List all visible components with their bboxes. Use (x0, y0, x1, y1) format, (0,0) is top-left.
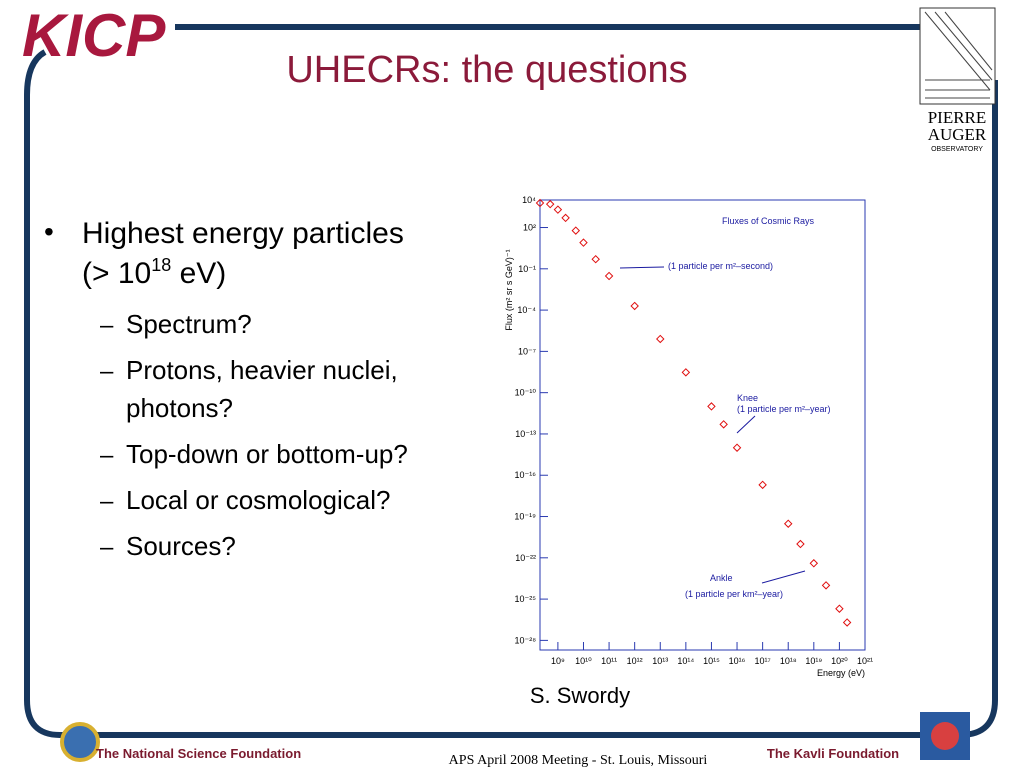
kicp-logo: KICP (22, 2, 166, 69)
superscript: 18 (151, 255, 171, 275)
plot-frame (539, 199, 866, 651)
x-tick-label: 10¹³ (652, 656, 668, 666)
x-tick-label: 10¹⁷ (754, 656, 770, 666)
bullet-text: Highest energy particles (82, 217, 404, 250)
x-tick-label: 10¹¹ (601, 656, 617, 666)
auger-box (919, 7, 996, 105)
data-point (783, 519, 793, 528)
y-axis-label: Flux (m² sr s GeV)⁻¹ (504, 249, 514, 330)
x-tick-label: 10²¹ (857, 656, 873, 666)
x-tick-label: 10⁹ (551, 656, 565, 666)
annotation: (1 particle per km²–year) (685, 589, 783, 599)
sub-marker: – (100, 358, 114, 385)
data-point (571, 226, 581, 235)
auger-logo: PIERRE AUGER OBSERVATORY (919, 7, 996, 153)
sub-text: photons? (126, 393, 233, 423)
data-point (732, 443, 742, 452)
annotation: (1 particle per m²–year) (737, 404, 831, 414)
data-point (796, 539, 805, 549)
sub-marker: – (100, 488, 114, 515)
x-tick-label: 10¹⁴ (677, 656, 694, 666)
footer-center: APS April 2008 Meeting - St. Louis, Miss… (449, 753, 708, 768)
auger-text: AUGER (928, 125, 987, 144)
data-point (842, 618, 852, 627)
y-tick-label: 10⁻²⁵ (515, 594, 537, 604)
y-tick-label: 10⁻¹ (518, 264, 536, 274)
chart-title: Fluxes of Cosmic Rays (722, 216, 815, 226)
y-tick-label: 10⁻⁴ (517, 305, 536, 315)
auger-text: PIERRE (928, 108, 987, 127)
y-tick-label: 10⁻¹⁶ (515, 470, 537, 480)
credit: S. Swordy (530, 683, 630, 708)
kavli-logo-mark (931, 722, 959, 750)
data-point (656, 334, 665, 344)
x-tick-label: 10¹⁹ (805, 656, 822, 666)
sub-marker: – (100, 312, 114, 339)
x-tick-label: 10²⁰ (831, 656, 848, 666)
data-point (535, 198, 545, 208)
sub-text: Sources? (126, 531, 236, 561)
data-point (707, 402, 716, 411)
sub-text: Spectrum? (126, 309, 252, 339)
auger-art (924, 11, 993, 99)
data-point (821, 581, 831, 590)
sub-text: Protons, heavier nuclei, (126, 355, 398, 385)
data-point (719, 420, 728, 429)
data-point (591, 254, 600, 264)
sub-marker: – (100, 442, 114, 469)
bullet-text: (> 1018 eV) (82, 255, 226, 290)
y-tick-label: 10⁻²² (515, 553, 536, 563)
sub-text: Top-down or bottom-up? (126, 439, 408, 469)
x-axis-label: Energy (eV) (817, 668, 865, 678)
y-tick-label: 10⁻¹⁰ (515, 388, 537, 398)
data-point (758, 480, 767, 490)
x-tick-label: 10¹⁸ (780, 656, 797, 666)
data-point (809, 559, 819, 568)
y-tick-label: 10⁴ (522, 195, 536, 205)
x-tick-label: 10¹⁰ (575, 656, 592, 666)
y-tick-label: 10⁻⁷ (518, 346, 536, 356)
footer-right: The Kavli Foundation (767, 746, 899, 761)
y-tick-label: 10⁻¹⁹ (514, 512, 536, 522)
sub-text: Local or cosmological? (126, 485, 390, 515)
auger-text: OBSERVATORY (931, 146, 983, 153)
bullet-text: (> 10 (82, 257, 151, 290)
data-point (579, 238, 588, 247)
data-point (561, 213, 570, 223)
bullet-marker: • (44, 216, 54, 247)
data-point (630, 301, 639, 311)
arrow (619, 266, 665, 269)
y-tick-label: 10² (523, 223, 536, 233)
x-tick-label: 10¹⁵ (703, 656, 720, 666)
frame (24, 24, 998, 738)
footer-left: The National Science Foundation (96, 746, 301, 761)
title: UHECRs: the questions (286, 49, 687, 91)
x-tick-label: 10¹⁶ (729, 656, 746, 666)
annotation: Knee (737, 393, 758, 403)
annotation: (1 particle per m²–second) (668, 261, 773, 271)
data-point (545, 199, 555, 209)
annotation: Ankle (710, 573, 733, 583)
y-tick-label: 10⁻¹³ (515, 429, 536, 439)
data-point (553, 205, 563, 214)
sub-marker: – (100, 534, 114, 561)
chart: 10⁹ 10¹⁰ 10¹¹ 10¹² 10¹³ 10¹⁴ 10¹⁵ 10¹⁶ 10¹⁷ 10¹⁸ 1… (504, 195, 873, 678)
y-tick-label: 10⁻²⁸ (514, 635, 536, 645)
data-point (681, 368, 691, 377)
nsf-logo (60, 722, 100, 762)
data-point (835, 604, 844, 613)
sub-list: – Spectrum?– Protons, heavier nuclei,photo… (100, 309, 408, 561)
arrow (761, 570, 806, 584)
x-tick-label: 10¹² (627, 656, 643, 666)
bullet-text: eV) (171, 257, 226, 290)
data-point (604, 271, 614, 281)
arrow (736, 415, 756, 434)
